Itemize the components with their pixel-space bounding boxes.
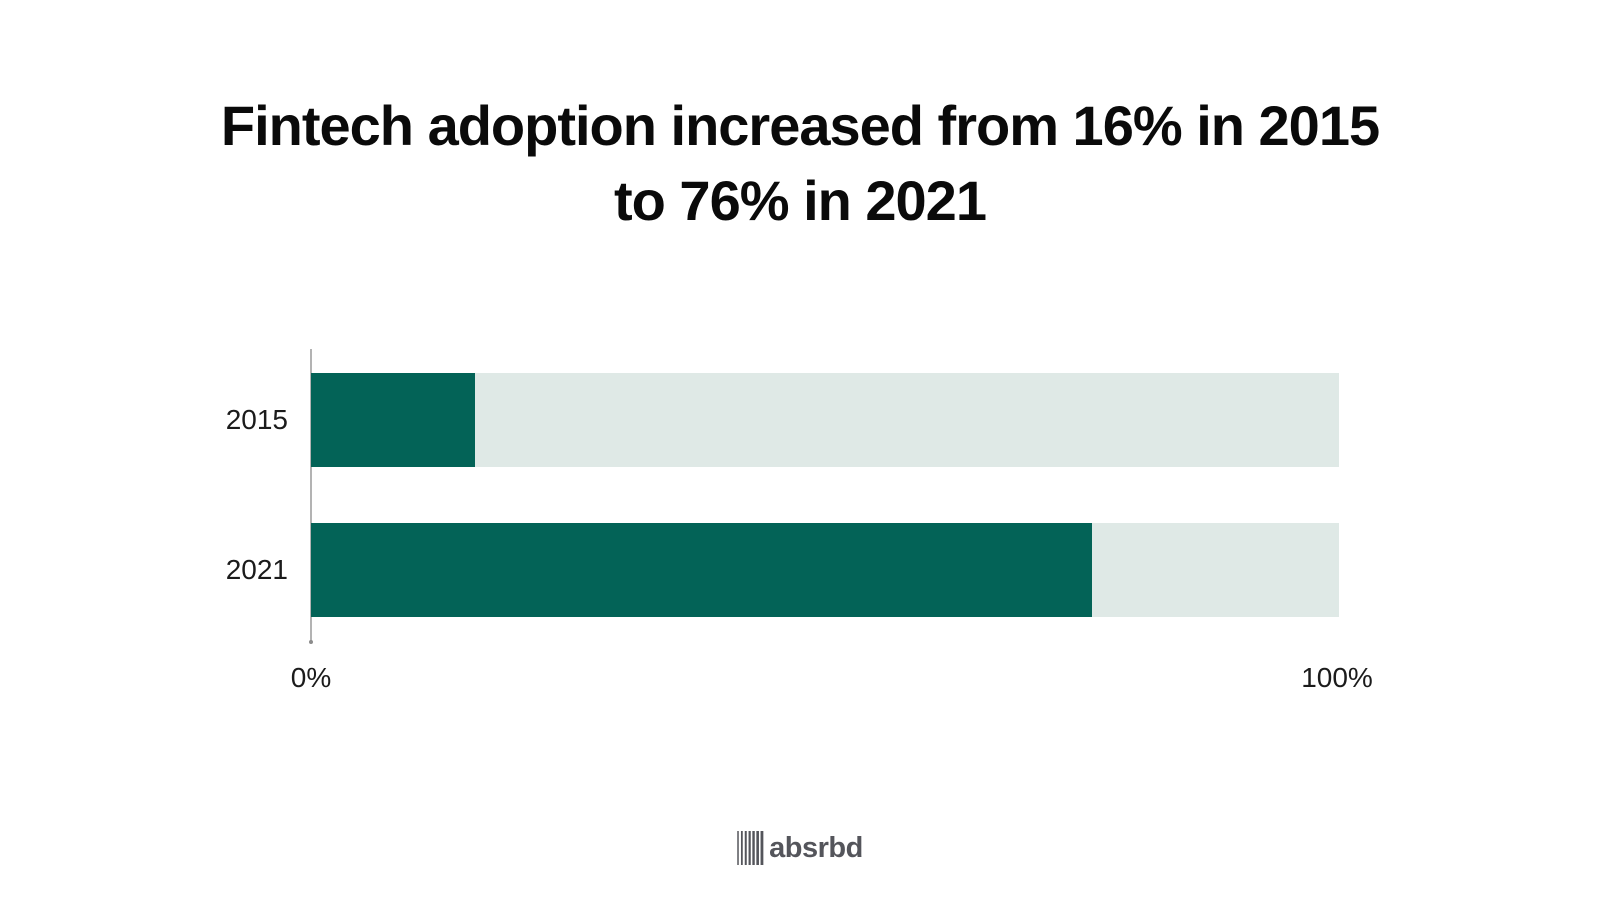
brand-name: absrbd	[769, 831, 863, 864]
bar-label-2021: 2021	[225, 554, 288, 585]
brand-logo: absrbd	[737, 831, 863, 865]
x-tick-label-0: 0%	[290, 662, 332, 693]
bar-track-2015	[311, 373, 1339, 467]
bar-label-2015: 2015	[225, 404, 288, 435]
x-tick-label-100: 100%	[1301, 662, 1373, 693]
chart-title: Fintech adoption increased from 16% in 2…	[0, 88, 1600, 238]
bar-fill-2015	[311, 373, 476, 467]
axis-bottom-tick	[309, 640, 313, 644]
bar-track-2021	[311, 523, 1339, 617]
chart-title-line-1: Fintech adoption increased from 16% in 2…	[220, 94, 1380, 157]
bar-fill-2021	[311, 523, 1093, 617]
barcode-icon	[737, 831, 764, 865]
chart-title-line-2: to 76% in 2021	[614, 169, 987, 232]
y-axis-line	[310, 349, 312, 643]
